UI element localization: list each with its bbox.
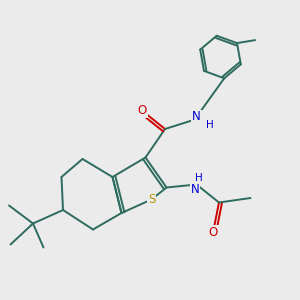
Text: N: N xyxy=(190,183,200,196)
Text: O: O xyxy=(138,104,147,118)
Text: S: S xyxy=(148,193,155,206)
Text: O: O xyxy=(208,226,217,239)
Text: H: H xyxy=(195,173,203,183)
Text: N: N xyxy=(192,110,201,124)
Text: H: H xyxy=(206,120,214,130)
